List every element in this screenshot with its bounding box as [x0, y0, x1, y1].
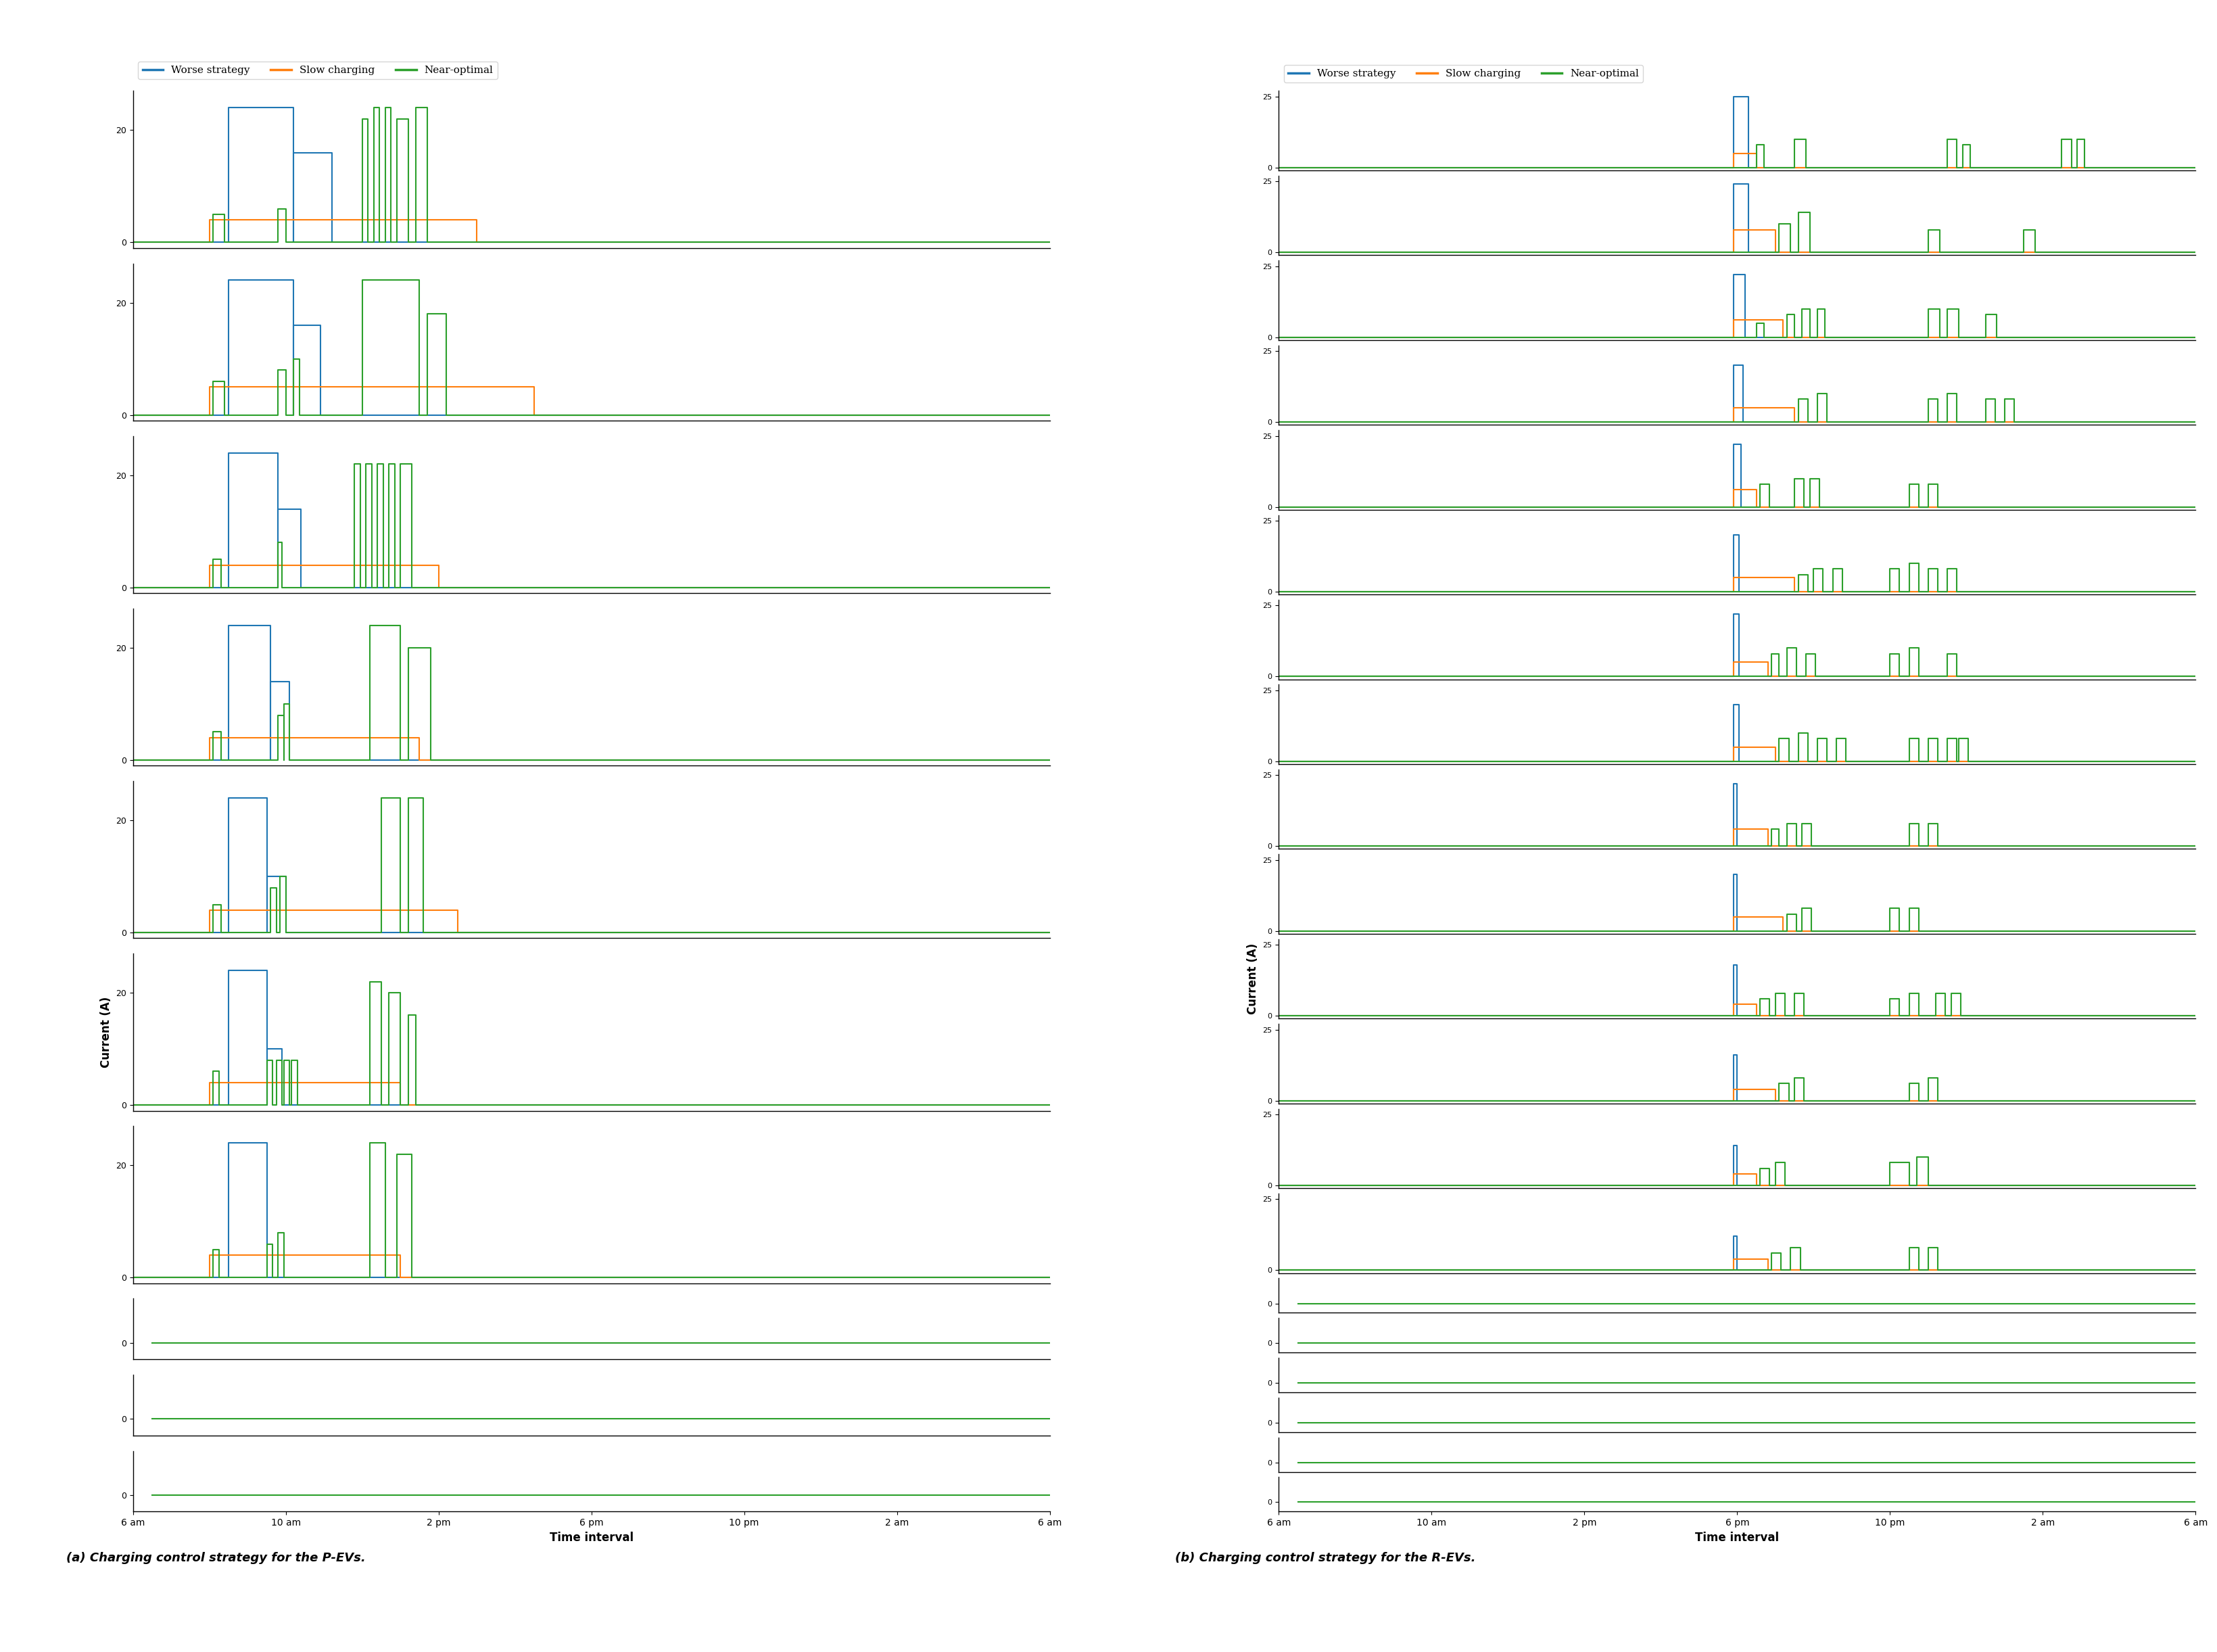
Text: (a) Charging control strategy for the P-EVs.: (a) Charging control strategy for the P-…	[67, 1551, 366, 1564]
Y-axis label: Current (A): Current (A)	[1246, 943, 1259, 1014]
Y-axis label: Current (A): Current (A)	[100, 996, 113, 1067]
X-axis label: Time interval: Time interval	[1694, 1531, 1778, 1543]
Legend: Worse strategy, Slow charging, Near-optimal: Worse strategy, Slow charging, Near-opti…	[137, 61, 497, 79]
X-axis label: Time interval: Time interval	[550, 1531, 634, 1543]
Legend: Worse strategy, Slow charging, Near-optimal: Worse strategy, Slow charging, Near-opti…	[1284, 64, 1643, 83]
Text: (b) Charging control strategy for the R-EVs.: (b) Charging control strategy for the R-…	[1175, 1551, 1477, 1564]
